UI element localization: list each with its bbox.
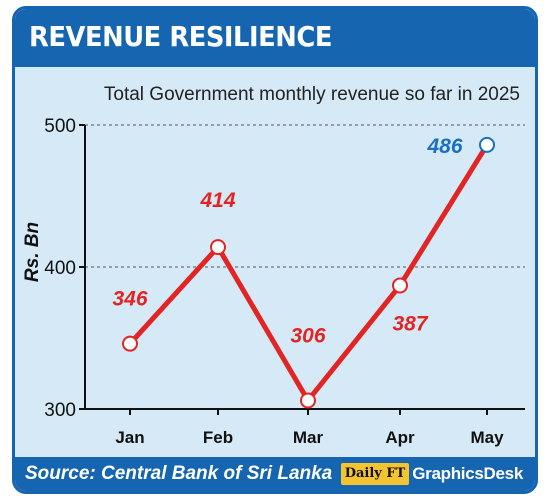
x-tick-label-mar: Mar <box>293 428 324 447</box>
y-tick-label-500: 500 <box>44 116 76 137</box>
data-point-may <box>479 136 495 153</box>
series-line <box>127 142 490 403</box>
data-label-may: 486 <box>426 135 462 158</box>
infographic-frame: REVENUE RESILIENCE Source: Central Bank … <box>12 6 538 494</box>
plot-area <box>15 67 535 460</box>
data-label-mar: 306 <box>290 324 325 347</box>
graphicsdesk-logo: Daily FT GraphicsDesk <box>340 462 523 486</box>
x-tick-label-may: May <box>470 428 504 447</box>
y-tick-label-400: 400 <box>44 258 76 279</box>
chart-subtitle: Total Government monthly revenue so far … <box>104 84 520 105</box>
title-bar: REVENUE RESILIENCE <box>15 9 535 67</box>
data-point-feb <box>210 239 226 256</box>
data-point-apr <box>392 277 408 294</box>
logo-text: GraphicsDesk <box>412 464 523 483</box>
data-point-mar <box>300 392 316 409</box>
x-tick-label-jan: Jan <box>115 428 144 447</box>
data-label-feb: 414 <box>199 189 235 212</box>
data-label-jan: 346 <box>112 288 147 311</box>
logo-badge: Daily FT <box>340 463 410 485</box>
source-text: Source: Central Bank of Sri Lanka <box>25 463 333 484</box>
page-title: REVENUE RESILIENCE <box>29 20 332 53</box>
x-tick-label-feb: Feb <box>203 428 233 447</box>
source-bar: Source: Central Bank of Sri Lanka Daily … <box>15 457 535 491</box>
data-point-jan <box>122 335 138 352</box>
x-tick-label-apr: Apr <box>385 428 415 447</box>
data-label-apr: 387 <box>392 312 428 335</box>
y-axis-label: Rs. Bn <box>22 222 43 282</box>
y-tick-label-300: 300 <box>44 400 76 421</box>
